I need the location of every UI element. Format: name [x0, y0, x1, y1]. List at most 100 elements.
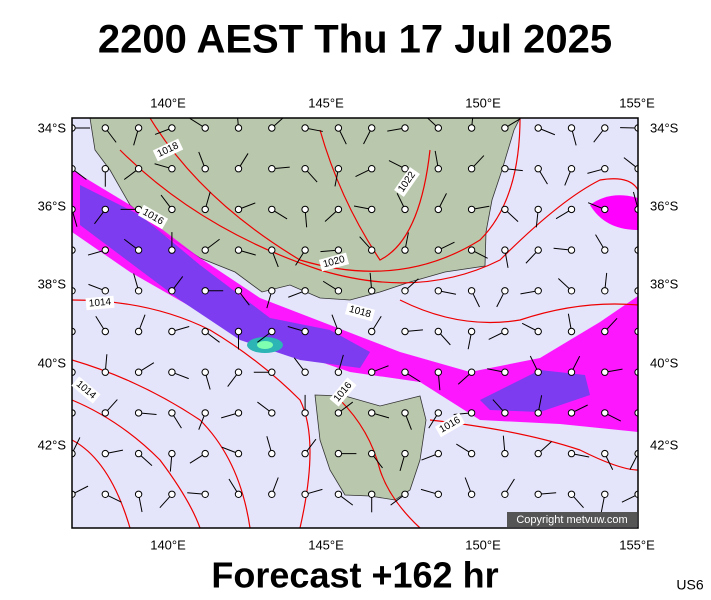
lat-label-right: 38°S: [650, 276, 679, 291]
wind-station: [168, 287, 176, 295]
wind-station: [168, 327, 176, 336]
wind-station: [334, 205, 343, 214]
isobar-label-box: [394, 167, 420, 197]
isobar-label-box: [137, 204, 169, 230]
wind-station: [134, 246, 143, 254]
map-area: [72, 118, 656, 528]
wind-station: [134, 409, 143, 417]
wind-station: [534, 205, 542, 214]
wind-station: [368, 287, 376, 295]
wind-station: [101, 287, 110, 295]
wind-station: [168, 205, 176, 214]
wind-station: [434, 409, 442, 417]
wind-station: [368, 368, 376, 376]
wind-station: [634, 409, 638, 417]
wind-station: [434, 246, 442, 254]
isobar-label-box: [71, 376, 101, 404]
wind-barb: [638, 332, 656, 334]
wind-station: [168, 368, 176, 376]
wind-station: [467, 368, 476, 376]
wind-station: [134, 368, 143, 376]
wind-station: [368, 205, 376, 214]
wind-station: [201, 287, 209, 295]
wind-station: [534, 449, 542, 458]
wind-station: [501, 165, 509, 173]
wind-station: [501, 246, 509, 254]
wind-station: [501, 368, 509, 376]
wind-station: [201, 165, 209, 173]
labels: 140°E 140°E 145°E 145°E 150°E 150°E 155°E 155°E…: [38, 95, 679, 552]
wind-station: [334, 490, 343, 498]
wind-station: [168, 165, 176, 173]
wind-barb: [72, 330, 73, 332]
lon-label-bottom: 145°E: [308, 537, 344, 552]
wind-station: [268, 246, 276, 254]
wind-station: [534, 490, 542, 498]
wind-station: [301, 327, 309, 336]
wind-station: [234, 246, 243, 254]
wind-station: [434, 124, 442, 132]
isobar-label: 1018: [344, 302, 376, 322]
lat-label-left: 36°S: [38, 198, 67, 213]
isobar-label-box: [344, 302, 376, 322]
wind-station: [634, 246, 638, 254]
wind-station: [567, 124, 576, 132]
wind-station: [501, 205, 509, 214]
wind-station: [301, 368, 309, 376]
wind-station: [334, 287, 343, 295]
wind-station: [401, 287, 409, 295]
wind-station: [234, 205, 243, 214]
wind-stations: [72, 118, 656, 513]
wind-station: [467, 205, 476, 214]
lon-label-top: 155°E: [619, 95, 655, 110]
wind-station: [401, 205, 409, 214]
wind-station: [401, 246, 409, 254]
wind-station: [634, 205, 638, 214]
isobars: [72, 118, 638, 528]
wind-station: [234, 165, 243, 173]
wind-station: [467, 449, 476, 458]
wind-station: [301, 287, 309, 295]
wind-station: [401, 409, 409, 417]
wind-station: [434, 165, 442, 173]
wind-station: [401, 368, 409, 376]
copyright: Copyright metvuw.com: [516, 514, 627, 526]
wind-station: [301, 124, 309, 132]
wind-station: [534, 368, 542, 376]
lat-label-left: 42°S: [38, 437, 67, 452]
isobar-label-box: [152, 138, 184, 162]
wind-station: [634, 327, 638, 336]
wind-station: [368, 327, 376, 336]
lon-label-bottom: 150°E: [465, 537, 501, 552]
wind-station: [634, 368, 638, 376]
wind-station: [268, 165, 276, 173]
wind-station: [501, 124, 509, 132]
wind-station: [234, 449, 243, 458]
wind-station: [368, 124, 376, 132]
wind-station: [201, 449, 209, 458]
wind-barb: [72, 290, 73, 292]
wind-station: [234, 287, 243, 295]
wind-station: [534, 124, 542, 132]
wind-station: [434, 368, 442, 376]
wind-station: [334, 165, 343, 173]
wind-station: [301, 246, 309, 254]
wind-station: [134, 327, 143, 336]
isobar-label-box: [318, 252, 350, 272]
forecast-label: Forecast +162 hr: [211, 555, 498, 596]
wind-station: [101, 205, 110, 214]
wind-station: [467, 124, 476, 132]
wind-station: [534, 409, 542, 417]
wind-station: [168, 449, 176, 458]
wind-station: [467, 287, 476, 295]
wind-station: [301, 409, 309, 417]
wind-station: [567, 165, 576, 173]
wind-station: [601, 246, 609, 254]
wind-station: [168, 246, 176, 254]
wind-station: [601, 490, 609, 498]
wind-station: [301, 165, 309, 173]
wind-station: [567, 287, 576, 295]
wind-station: [534, 327, 542, 336]
wind-station: [334, 409, 343, 417]
